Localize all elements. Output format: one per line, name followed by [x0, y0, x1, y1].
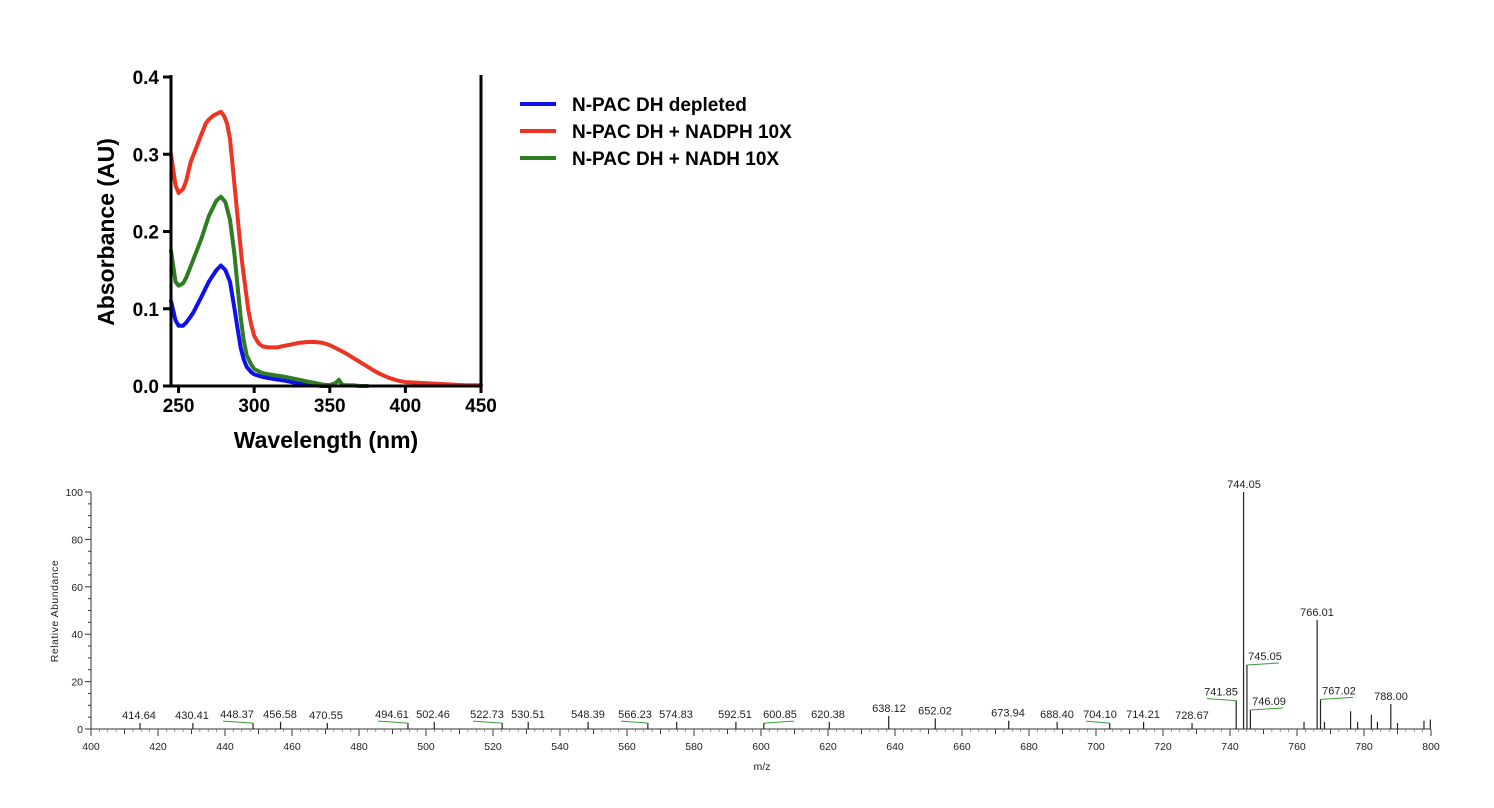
peak-label: 767.02: [1322, 685, 1356, 697]
y-tick-label: 80: [71, 534, 83, 546]
legend-label-2: N-PAC DH + NADH 10X: [572, 149, 779, 170]
peak-label: 704.10: [1083, 709, 1117, 721]
series-line-2: [169, 194, 370, 388]
peak-label-leader: [1320, 696, 1354, 700]
x-tick-label: 580: [685, 741, 703, 753]
peak-label-leader: [1085, 720, 1110, 724]
y-tick-label: 0.0: [133, 377, 159, 398]
peak-label-leader: [1250, 707, 1284, 711]
peak-label: 430.41: [175, 710, 209, 722]
x-tick-label: 400: [82, 741, 100, 753]
peak-label-leader: [1206, 698, 1237, 702]
x-tick-label: 700: [1087, 741, 1105, 753]
x-axis-label: Wavelength (nm): [234, 427, 418, 453]
x-tick-label: 620: [819, 741, 837, 753]
x-tick-label: 660: [953, 741, 971, 753]
x-tick-label: 560: [618, 741, 636, 753]
x-tick-label: 800: [1422, 741, 1440, 753]
peak-label: 456.58: [263, 709, 297, 721]
x-tick-label: 540: [551, 741, 569, 753]
x-tick-label: 500: [417, 741, 435, 753]
x-tick-label: 680: [1020, 741, 1038, 753]
peak-label: 766.01: [1300, 607, 1334, 619]
y-tick-label: 0: [77, 724, 83, 736]
peak-label: 688.40: [1040, 709, 1074, 721]
peak-label-leader: [377, 720, 408, 724]
x-tick-label: 460: [283, 741, 301, 753]
x-tick-label: 760: [1288, 741, 1306, 753]
peak-label: 741.85: [1204, 687, 1238, 699]
x-tick-label: 300: [238, 396, 270, 417]
peak-label: 470.55: [309, 710, 343, 722]
x-tick-label: 450: [465, 396, 497, 417]
x-tick-label: 640: [886, 741, 904, 753]
peak-label: 566.23: [618, 709, 652, 721]
peak-label: 414.64: [122, 710, 156, 722]
peak-label: 744.05: [1227, 479, 1261, 491]
x-tick-label: 480: [350, 741, 368, 753]
x-tick-label: 440: [216, 741, 234, 753]
series-line-0: [169, 263, 332, 388]
peak-label: 788.00: [1374, 691, 1408, 703]
peak-label-leader: [1246, 662, 1280, 666]
y-tick-label: 0.3: [133, 145, 159, 166]
y-tick-label: 0.1: [133, 300, 160, 321]
peak-label: 494.61: [375, 709, 409, 721]
peak-label-leader: [222, 720, 254, 724]
peak-label: 530.51: [511, 709, 545, 721]
x-tick-label: 250: [163, 396, 195, 417]
peak-label: 574.83: [659, 709, 693, 721]
y-tick-label: 20: [71, 677, 83, 689]
legend-label-0: N-PAC DH depleted: [572, 95, 747, 116]
y-tick-label: 100: [65, 487, 83, 499]
x-tick-label: 350: [314, 396, 346, 417]
x-tick-label: 780: [1355, 741, 1373, 753]
x-tick-label: 600: [752, 741, 770, 753]
peak-label: 638.12: [872, 703, 906, 715]
peak-label: 728.67: [1175, 710, 1209, 722]
peak-label: 714.21: [1126, 709, 1160, 721]
mass-spectrum-chart: 400 420 440 460 480 500 520 540 560 580 600 620 640 6…: [49, 479, 1440, 773]
x-tick-label: 740: [1221, 741, 1239, 753]
legend-label-1: N-PAC DH + NADPH 10X: [572, 122, 792, 143]
peak-label: 548.39: [571, 709, 605, 721]
y-tick-label: 60: [71, 582, 83, 594]
peak-label: 592.51: [718, 709, 752, 721]
peak-label: 502.46: [416, 709, 450, 721]
series-line-1: [169, 109, 483, 388]
y-axis-label: Absorbance (AU): [93, 138, 119, 326]
peak-label-leader: [620, 720, 648, 724]
x-tick-label: 720: [1154, 741, 1172, 753]
peak-label-leader: [763, 720, 795, 724]
peak-label: 620.38: [811, 709, 845, 721]
x-axis-label: m/z: [754, 761, 771, 773]
y-tick-label: 40: [71, 629, 83, 641]
peak-label: 745.05: [1248, 651, 1282, 663]
y-tick-label: 0.4: [133, 68, 160, 89]
x-tick-label: 420: [149, 741, 167, 753]
x-tick-label: 520: [484, 741, 502, 753]
peak-label: 652.02: [918, 705, 952, 717]
uv-vis-chart: 250 300 350 400 450 0.0 0.1 0.2 0.3 0.4 Wavelength…: [93, 68, 792, 453]
y-tick-label: 0.2: [133, 223, 159, 244]
x-tick-label: 400: [390, 396, 422, 417]
peak-label: 522.73: [470, 709, 504, 721]
peak-label: 448.37: [220, 709, 254, 721]
peak-label-leader: [472, 720, 503, 724]
y-axis-label: Relative Abundance: [49, 560, 61, 662]
peak-label: 746.09: [1252, 696, 1286, 708]
peak-label: 673.94: [991, 708, 1025, 720]
peak-label: 600.85: [763, 709, 797, 721]
